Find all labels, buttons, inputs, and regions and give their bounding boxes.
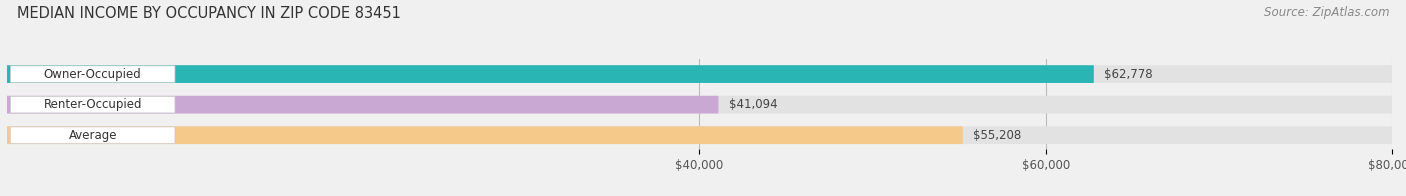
- Text: Source: ZipAtlas.com: Source: ZipAtlas.com: [1264, 6, 1389, 19]
- FancyBboxPatch shape: [7, 65, 1094, 83]
- Text: $55,208: $55,208: [973, 129, 1021, 142]
- Text: $41,094: $41,094: [728, 98, 778, 111]
- Text: Owner-Occupied: Owner-Occupied: [44, 68, 142, 81]
- Text: $62,778: $62,778: [1104, 68, 1153, 81]
- FancyBboxPatch shape: [7, 96, 718, 113]
- FancyBboxPatch shape: [7, 65, 1392, 83]
- FancyBboxPatch shape: [10, 96, 174, 113]
- FancyBboxPatch shape: [10, 66, 174, 82]
- FancyBboxPatch shape: [10, 127, 174, 143]
- Text: MEDIAN INCOME BY OCCUPANCY IN ZIP CODE 83451: MEDIAN INCOME BY OCCUPANCY IN ZIP CODE 8…: [17, 6, 401, 21]
- FancyBboxPatch shape: [7, 96, 1392, 113]
- FancyBboxPatch shape: [7, 126, 963, 144]
- FancyBboxPatch shape: [7, 126, 1392, 144]
- Text: Average: Average: [69, 129, 117, 142]
- Text: Renter-Occupied: Renter-Occupied: [44, 98, 142, 111]
